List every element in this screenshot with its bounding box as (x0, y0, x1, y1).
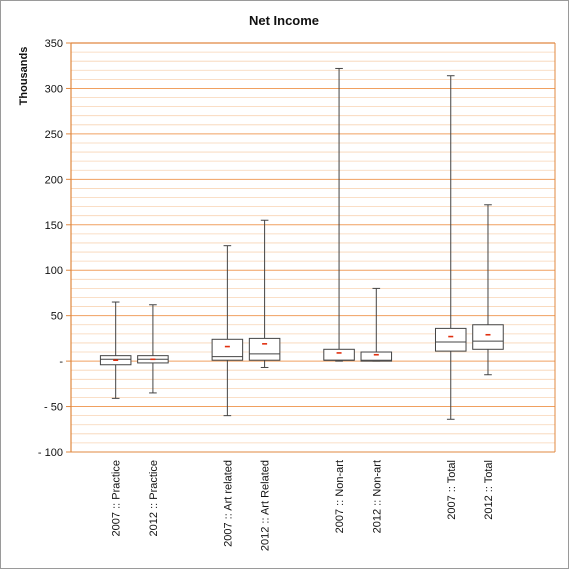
box-item (360, 287, 393, 362)
y-tick-label: 250 (45, 129, 63, 141)
box-item (323, 67, 355, 362)
y-axis-ticks: 350 300 250 200 150 100 50 - - 50 - 100 (38, 38, 71, 459)
y-axis-label: Thousands (18, 47, 30, 106)
y-tick-label: - 100 (38, 447, 63, 459)
chart-title: Net Income (249, 13, 319, 28)
y-tick-label: 300 (45, 83, 63, 95)
box-item (211, 245, 244, 417)
box-iqr (434, 327, 467, 352)
box-item (99, 301, 132, 399)
y-tick-label: 100 (45, 265, 63, 277)
y-tick-label: 150 (45, 220, 63, 232)
y-tick-label: 350 (45, 38, 63, 50)
box-iqr (472, 324, 504, 350)
category-label: 2007 :: Art related (222, 460, 234, 547)
y-tick-label: 200 (45, 174, 63, 186)
box-iqr (360, 351, 393, 362)
box-item (434, 75, 467, 420)
box-iqr (211, 338, 244, 361)
category-label: 2007 :: Non-art (334, 460, 346, 533)
y-tick-label: 50 (51, 311, 63, 323)
y-tick-label: - (59, 356, 63, 368)
category-label: 2012 :: Total (483, 460, 495, 520)
box-iqr (248, 337, 281, 361)
box-item (472, 204, 504, 376)
category-label: 2007 :: Total (446, 460, 458, 520)
x-axis-categories: 2007 :: Practice 2012 :: Practice 2007 :: … (111, 460, 495, 551)
box-item (248, 219, 281, 368)
box-item (137, 304, 169, 394)
category-label: 2012 :: Practice (148, 460, 160, 536)
category-label: 2012 :: Non-art (371, 460, 383, 533)
category-label: 2012 :: Art Related (260, 460, 272, 551)
box-series (99, 67, 504, 420)
box-iqr (323, 348, 355, 361)
category-label: 2007 :: Practice (111, 460, 123, 536)
plot-area-frame (70, 42, 556, 453)
major-gridlines (71, 42, 555, 453)
y-tick-label: - 50 (44, 402, 63, 414)
minor-gridlines (71, 51, 555, 444)
